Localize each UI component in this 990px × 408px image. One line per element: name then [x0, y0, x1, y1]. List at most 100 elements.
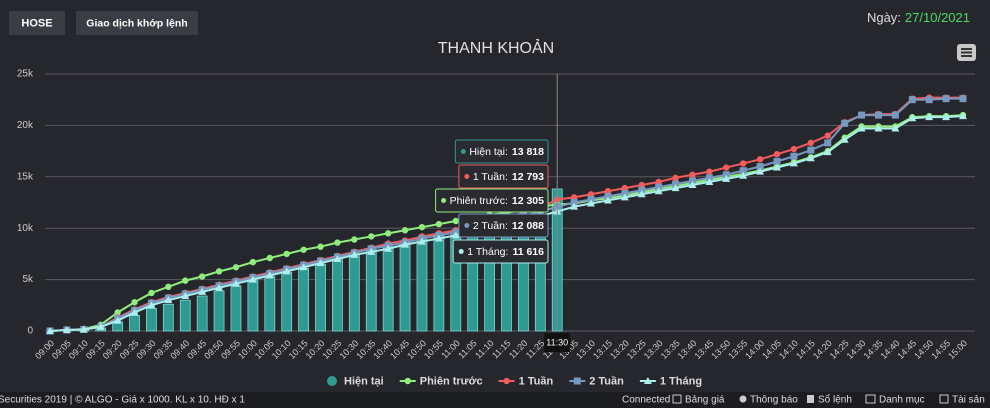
marker	[942, 95, 950, 103]
order-button[interactable]	[76, 11, 198, 35]
bar	[196, 295, 208, 332]
marker	[638, 186, 646, 194]
marker	[925, 96, 933, 104]
tooltip: 1 Tháng: 11 616	[452, 239, 549, 264]
marker	[215, 283, 224, 291]
tooltip-text: Phiên trước: 12 305	[450, 195, 545, 207]
marker	[351, 236, 358, 243]
legend-label[interactable]: Phiên trước	[420, 375, 483, 387]
marker	[570, 202, 579, 210]
marker	[299, 263, 308, 271]
marker	[316, 259, 325, 267]
button-label[interactable]: HOSE	[21, 17, 52, 29]
x-tick-label: 10:55	[422, 338, 445, 361]
y-tick-label: 0	[27, 326, 33, 337]
marker	[891, 124, 900, 132]
status-left: Securities 2019 | © ALGO - Giá x 1000. K…	[0, 395, 245, 406]
tooltip-name: 2 Tuần:	[473, 220, 508, 232]
tooltip: 1 Tuần: 12 793	[458, 164, 549, 189]
x-tick-label: 15:00	[946, 338, 969, 361]
marker	[723, 164, 730, 171]
marker	[654, 187, 663, 195]
marker	[857, 124, 866, 132]
marker	[688, 177, 696, 185]
crosshair-box	[544, 333, 571, 352]
marker	[231, 279, 240, 287]
bar	[501, 221, 512, 332]
marker	[604, 192, 612, 200]
menu-icon[interactable]	[957, 44, 976, 61]
date: 27/10/2021	[905, 10, 970, 25]
marker	[452, 217, 459, 225]
bar	[298, 267, 310, 332]
bar	[382, 246, 394, 332]
marker	[739, 167, 747, 175]
marker	[401, 227, 409, 234]
tooltip-box	[458, 164, 549, 189]
x-tick-label: 11:15	[490, 338, 513, 361]
tooltip-dot	[464, 174, 470, 179]
marker	[215, 268, 223, 275]
status-menu[interactable]: Tài sản	[952, 395, 985, 406]
marker	[756, 167, 765, 175]
marker	[807, 139, 815, 147]
tooltip-name: 1 Tháng:	[467, 246, 508, 258]
marker	[384, 244, 393, 252]
marker	[451, 231, 460, 239]
marker	[806, 154, 815, 162]
status-menu[interactable]: Bảng giá	[685, 395, 725, 406]
bar	[365, 249, 377, 332]
marker	[182, 277, 189, 284]
legend-label[interactable]: 1 Tháng	[660, 375, 702, 387]
tooltip-text: 1 Tháng: 11 616	[467, 246, 544, 258]
marker	[587, 199, 596, 207]
status-menu[interactable]: Thông báo	[750, 395, 798, 406]
hose-button[interactable]	[9, 11, 65, 35]
tooltip-value: 11 616	[512, 246, 544, 258]
marker	[840, 135, 849, 143]
marker	[198, 287, 207, 295]
bar	[332, 258, 343, 332]
marker	[807, 146, 815, 154]
tooltip-value: 13 818	[512, 146, 544, 158]
legend-label[interactable]: 1 Tuần	[519, 375, 554, 387]
bar	[179, 299, 191, 332]
marker	[248, 275, 257, 283]
marker	[789, 159, 798, 167]
tooltip-box	[452, 239, 549, 264]
x-tick-label: 11:05	[456, 338, 479, 361]
marker	[283, 250, 290, 258]
button-label[interactable]: Giao dịch khớp lệnh	[86, 17, 187, 29]
marker	[401, 240, 410, 248]
marker	[570, 199, 578, 206]
marker	[621, 184, 629, 192]
x-tick-label: 11:00	[439, 338, 462, 361]
tooltip-box	[435, 188, 549, 213]
marker	[181, 292, 190, 300]
status-menu[interactable]: Danh mục	[879, 395, 925, 406]
marker	[739, 171, 748, 179]
tooltip-dot	[441, 198, 447, 203]
status-connection: Connected	[622, 395, 670, 406]
date-line: Ngày: 27/10/2021	[867, 10, 970, 25]
marker	[790, 145, 798, 153]
marker	[925, 113, 934, 121]
tooltip-name: Hiện tại:	[469, 146, 508, 158]
marker	[874, 124, 883, 132]
marker	[706, 168, 713, 175]
tooltip-text: 1 Tuần: 12 793	[473, 171, 544, 183]
marker	[790, 152, 798, 160]
bar	[129, 315, 140, 332]
legend-label[interactable]: 2 Tuần	[589, 375, 624, 387]
x-tick-label: 11:10	[473, 338, 496, 361]
marker	[79, 325, 88, 333]
marker	[317, 243, 324, 250]
marker	[418, 223, 426, 231]
marker	[959, 112, 967, 120]
status-menu[interactable]: Sổ lệnh	[818, 394, 852, 406]
marker	[942, 113, 951, 121]
legend-label[interactable]: Hiện tại	[344, 375, 384, 387]
marker	[165, 283, 172, 290]
marker	[435, 220, 443, 228]
